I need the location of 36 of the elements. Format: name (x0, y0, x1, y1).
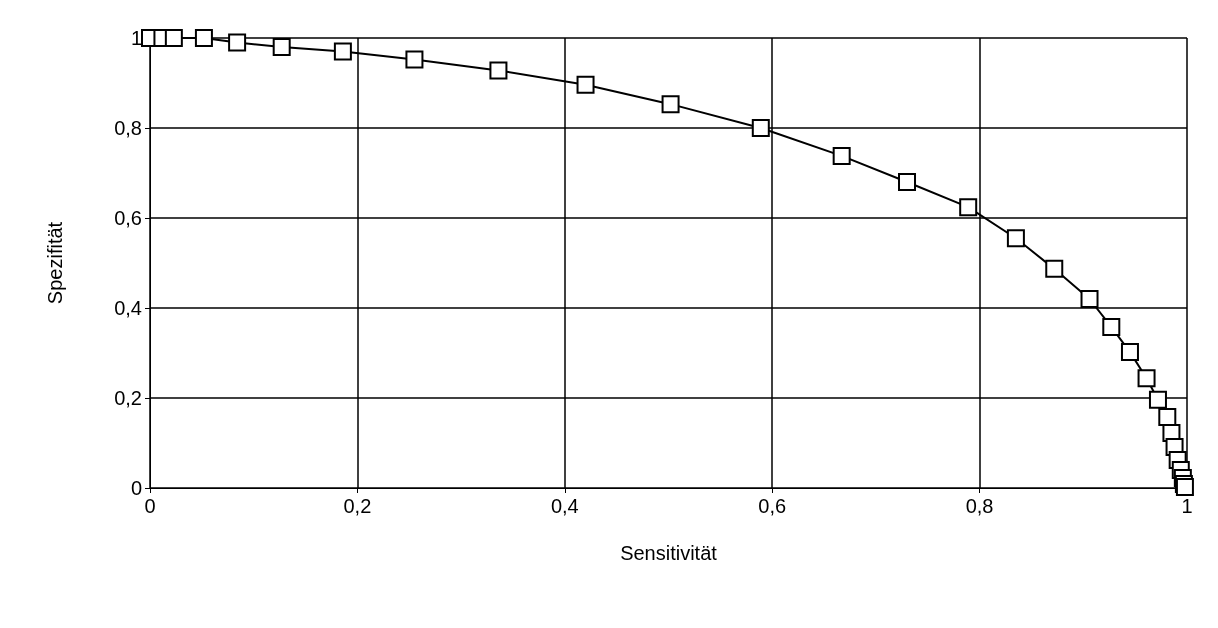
point (1175, 478, 1194, 497)
point (1137, 369, 1156, 388)
point (228, 33, 247, 52)
point (959, 198, 978, 217)
point (1102, 317, 1121, 336)
y-axis-title: Spezifität (44, 221, 66, 305)
point (1158, 407, 1177, 426)
point (164, 29, 183, 47)
point (272, 38, 291, 56)
point (194, 29, 213, 47)
x-tick-label: 1 (1181, 495, 1193, 517)
point (576, 75, 595, 94)
y-tick-label: 0,6 (114, 207, 142, 229)
x-axis-title: Sensitivität (620, 542, 718, 564)
point (1080, 290, 1099, 308)
point (898, 173, 917, 191)
point (1148, 390, 1167, 409)
y-tick-label: 1 (130, 27, 142, 49)
x-tick-label: 0,6 (758, 495, 787, 517)
x-tick-label: 0,8 (965, 495, 994, 517)
point (333, 42, 352, 61)
x-tick-label: 0,4 (550, 495, 579, 517)
point (489, 61, 508, 80)
point (1006, 229, 1025, 248)
x-tick-label: 0 (144, 495, 156, 517)
point (405, 50, 424, 69)
y-tick-label: 0,4 (114, 297, 142, 319)
point (832, 146, 851, 165)
point (1045, 259, 1064, 278)
y-tick-label: 0,2 (114, 387, 142, 409)
x-tick-label: 0,2 (343, 495, 372, 517)
y-tick-label: 0,8 (114, 117, 142, 139)
point (661, 95, 680, 114)
point (751, 119, 770, 137)
point (1120, 343, 1139, 362)
y-tick-label: 0 (130, 477, 142, 499)
